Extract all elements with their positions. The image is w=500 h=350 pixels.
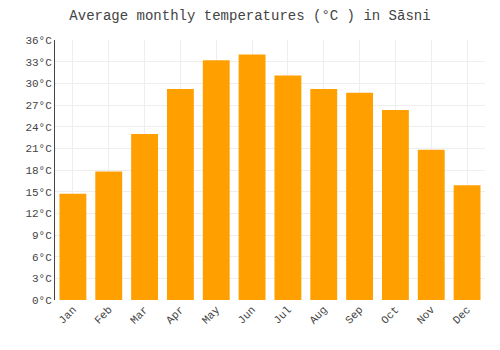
svg-text:Dec: Dec [451, 304, 473, 326]
svg-text:30°C: 30°C [25, 78, 52, 90]
svg-text:Jul: Jul [271, 304, 293, 326]
svg-text:15°C: 15°C [25, 187, 52, 199]
svg-text:6°C: 6°C [32, 252, 52, 264]
svg-text:12°C: 12°C [25, 208, 52, 220]
svg-text:Jan: Jan [56, 304, 78, 326]
svg-text:Apr: Apr [164, 304, 186, 326]
svg-text:May: May [200, 304, 223, 327]
svg-text:Aug: Aug [307, 304, 329, 326]
svg-text:33°C: 33°C [25, 57, 52, 69]
svg-text:Oct: Oct [379, 304, 401, 326]
svg-text:27°C: 27°C [25, 100, 52, 112]
svg-text:Feb: Feb [92, 304, 114, 326]
svg-text:21°C: 21°C [25, 143, 52, 155]
svg-text:18°C: 18°C [25, 165, 52, 177]
svg-text:9°C: 9°C [32, 230, 52, 242]
svg-text:3°C: 3°C [32, 273, 52, 285]
svg-text:Sep: Sep [343, 304, 365, 326]
svg-text:Nov: Nov [415, 304, 438, 327]
svg-text:36°C: 36°C [25, 35, 52, 47]
svg-text:Jun: Jun [236, 304, 258, 326]
svg-text:0°C: 0°C [32, 295, 52, 307]
svg-text:Average monthly temperatures (: Average monthly temperatures (°C ) in Sā… [69, 8, 430, 24]
svg-text:24°C: 24°C [25, 122, 52, 134]
svg-text:Mar: Mar [128, 304, 150, 326]
